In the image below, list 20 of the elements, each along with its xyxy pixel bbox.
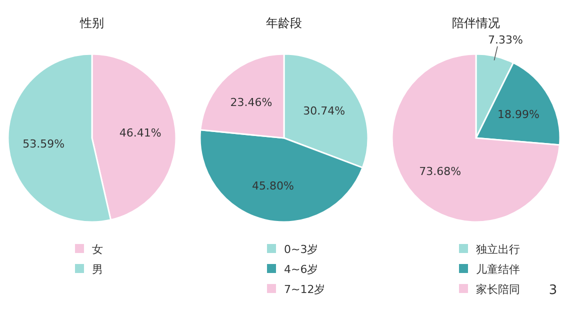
- chart-title: 年龄段: [266, 16, 302, 30]
- chart-title: 陪伴情况: [452, 16, 500, 30]
- legend-label: 女: [92, 243, 103, 256]
- legend-label: 4~6岁: [284, 263, 318, 276]
- legend-label: 7~12岁: [284, 283, 326, 296]
- data-label: 30.74%: [303, 104, 346, 118]
- chart-title: 性别: [79, 16, 104, 30]
- data-label: 73.68%: [419, 164, 462, 178]
- legend-label: 家长陪同: [476, 283, 520, 296]
- data-label: 18.99%: [497, 108, 540, 122]
- legend-label: 0~3岁: [284, 243, 318, 256]
- legend-label: 儿童结伴: [476, 263, 520, 276]
- data-label: 23.46%: [230, 96, 272, 109]
- data-label: 45.80%: [252, 179, 294, 192]
- text: 3: [548, 283, 558, 298]
- data-label: 46.41%: [119, 126, 162, 140]
- data-label: 7.33%: [488, 33, 523, 46]
- data-label: 53.59%: [22, 137, 65, 150]
- legend-label: 独立出行: [476, 243, 520, 256]
- legend-label: 男: [92, 263, 103, 276]
